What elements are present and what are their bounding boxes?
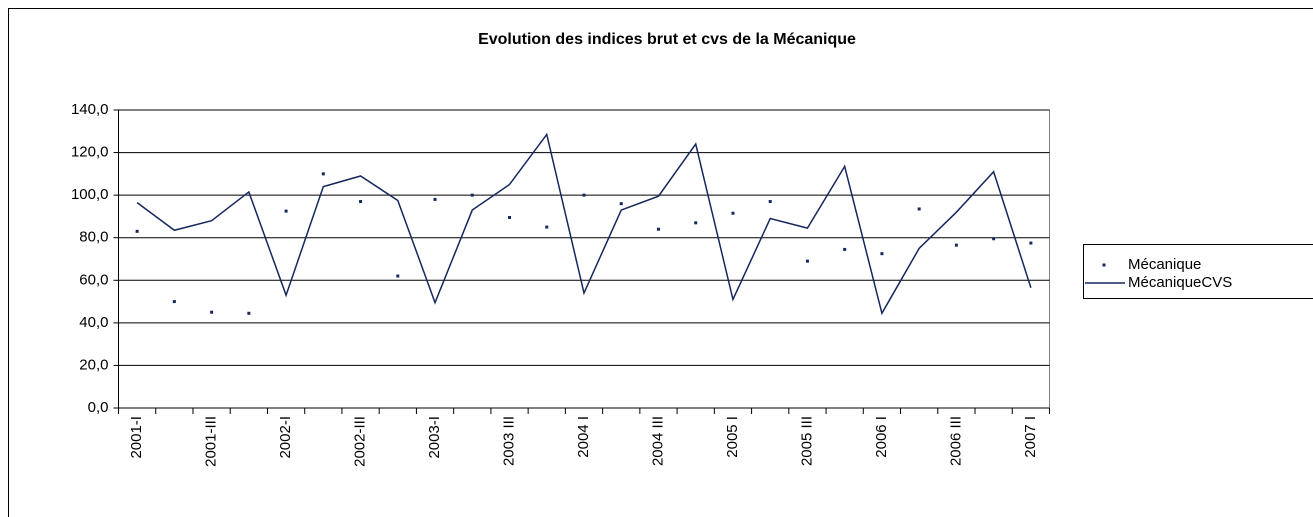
data-point: [247, 311, 251, 315]
x-tick-label: 2003-I: [426, 416, 443, 459]
data-point: [172, 300, 176, 304]
x-tick-label: 2005 I: [724, 416, 741, 458]
data-point: [1029, 241, 1033, 245]
y-tick-label: 20,0: [79, 356, 108, 373]
legend-label: Mécanique: [1128, 256, 1201, 273]
plot-area: [118, 109, 1050, 409]
data-point: [694, 221, 698, 225]
data-point: [508, 215, 512, 219]
data-point: [880, 252, 884, 256]
x-tick-label: 2001-III: [203, 416, 220, 467]
data-point: [433, 197, 437, 201]
data-point: [805, 259, 809, 263]
x-tick-label: 2004 III: [649, 416, 666, 466]
x-tick-label: 2004 I: [575, 416, 592, 458]
y-tick-label: 40,0: [79, 314, 108, 331]
x-tick-label: 2007 I: [1022, 416, 1039, 458]
data-point: [284, 209, 288, 213]
data-point: [954, 243, 958, 247]
data-point: [656, 227, 660, 231]
x-tick-label: 2006 III: [947, 416, 964, 466]
y-tick-label: 0,0: [88, 399, 109, 416]
data-point: [396, 274, 400, 278]
x-tick-label: 2003 III: [500, 416, 517, 466]
data-line: [136, 132, 1032, 316]
legend-marker: [1102, 263, 1106, 267]
data-point: [545, 225, 549, 229]
y-tick-label: 60,0: [79, 271, 108, 288]
data-point: [359, 200, 363, 204]
data-point: [843, 247, 847, 251]
data-point: [470, 193, 474, 197]
legend-box: [1083, 244, 1313, 299]
data-point: [619, 202, 623, 206]
y-tick-label: 140,0: [71, 101, 109, 118]
x-tick-label: 2005 III: [798, 416, 815, 466]
x-tick-label: 2001-I: [128, 416, 145, 459]
y-tick-label: 120,0: [71, 144, 109, 161]
data-point: [917, 207, 921, 211]
data-point: [321, 172, 325, 176]
data-point: [768, 200, 772, 204]
data-point: [582, 193, 586, 197]
data-point: [731, 211, 735, 215]
y-tick-label: 80,0: [79, 229, 108, 246]
legend-label: MécaniqueCVS: [1128, 274, 1232, 291]
chart-title: Evolution des indices brut et cvs de la …: [478, 31, 856, 48]
data-point: [210, 310, 214, 314]
y-tick-label: 100,0: [71, 186, 109, 203]
x-tick-label: 2006 I: [873, 416, 890, 458]
data-point: [135, 229, 139, 233]
data-point: [992, 237, 996, 241]
x-tick-label: 2002-I: [277, 416, 294, 459]
x-tick-label: 2002-III: [352, 416, 369, 467]
